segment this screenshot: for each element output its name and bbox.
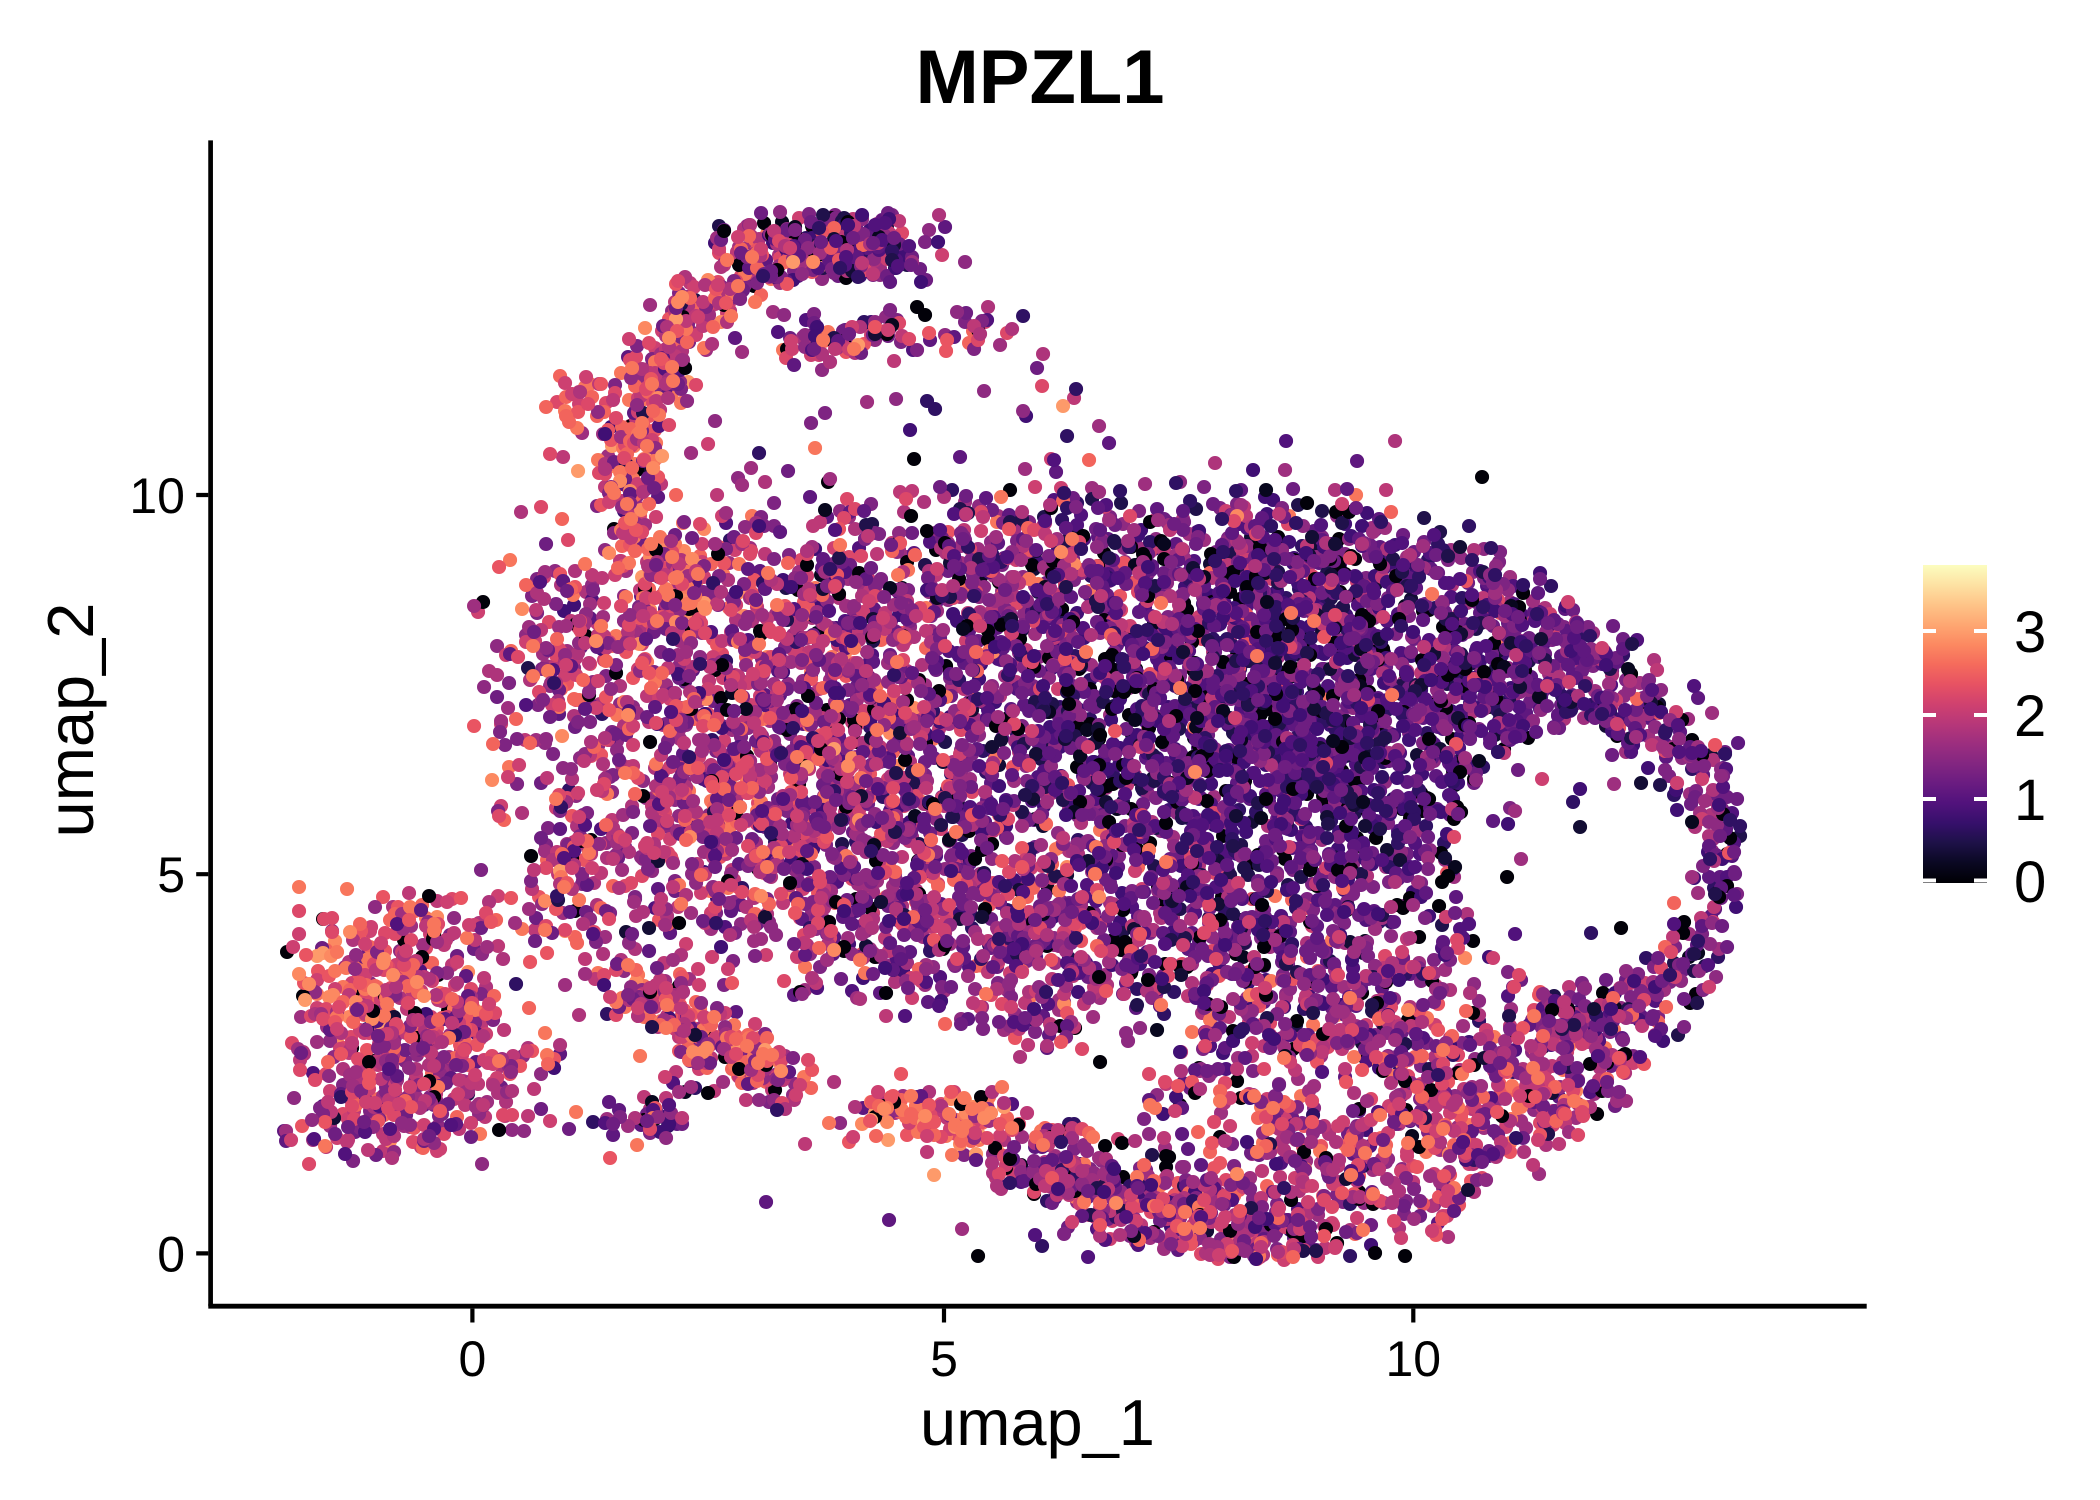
svg-text:0: 0 bbox=[458, 1331, 486, 1387]
svg-text:5: 5 bbox=[157, 847, 185, 903]
svg-text:10: 10 bbox=[129, 468, 185, 524]
svg-text:umap_2: umap_2 bbox=[34, 603, 107, 838]
svg-text:3: 3 bbox=[2014, 600, 2046, 665]
svg-text:0: 0 bbox=[157, 1226, 185, 1282]
svg-text:umap_1: umap_1 bbox=[920, 1386, 1155, 1459]
svg-text:2: 2 bbox=[2014, 684, 2046, 749]
svg-text:5: 5 bbox=[930, 1331, 958, 1387]
svg-text:10: 10 bbox=[1385, 1331, 1441, 1387]
svg-text:1: 1 bbox=[2014, 768, 2046, 833]
svg-text:MPZL1: MPZL1 bbox=[915, 35, 1164, 120]
svg-text:0: 0 bbox=[2014, 850, 2046, 915]
